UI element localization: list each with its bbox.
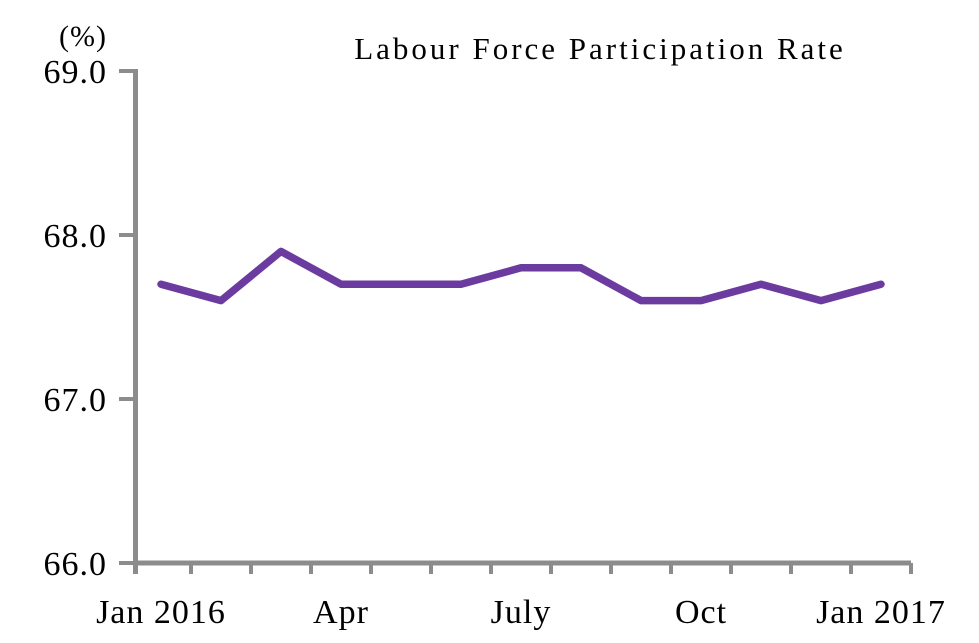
y-tick-label: 68.0 — [44, 218, 108, 255]
y-axis-unit-label: (%) — [59, 20, 107, 53]
chart-title: Labour Force Participation Rate — [354, 31, 846, 66]
data-line — [157, 247, 885, 305]
y-tick-label: 69.0 — [44, 54, 108, 91]
y-tick-label: 67.0 — [44, 382, 108, 419]
x-tick-label: July — [491, 594, 552, 631]
x-tick-label: Apr — [313, 594, 369, 631]
x-tick-label: Jan 2017 — [816, 594, 946, 631]
x-tick-label: Oct — [675, 594, 727, 631]
x-tick-label: Jan 2016 — [96, 594, 226, 631]
y-tick-label: 66.0 — [44, 546, 108, 583]
